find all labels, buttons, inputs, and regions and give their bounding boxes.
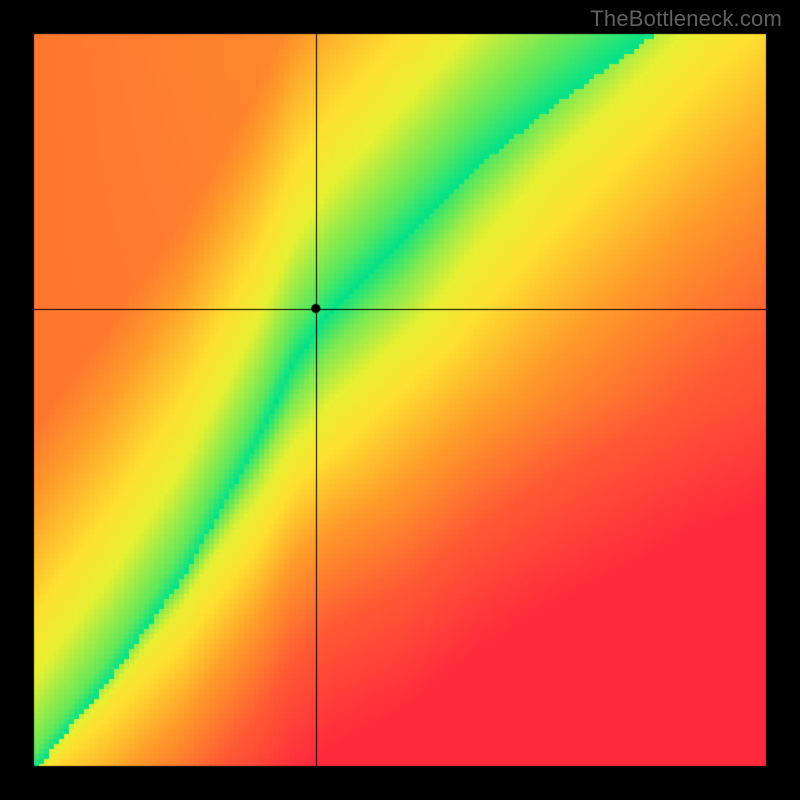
chart-container — [0, 0, 800, 800]
watermark-text: TheBottleneck.com — [590, 6, 782, 32]
bottleneck-heatmap — [0, 0, 800, 800]
